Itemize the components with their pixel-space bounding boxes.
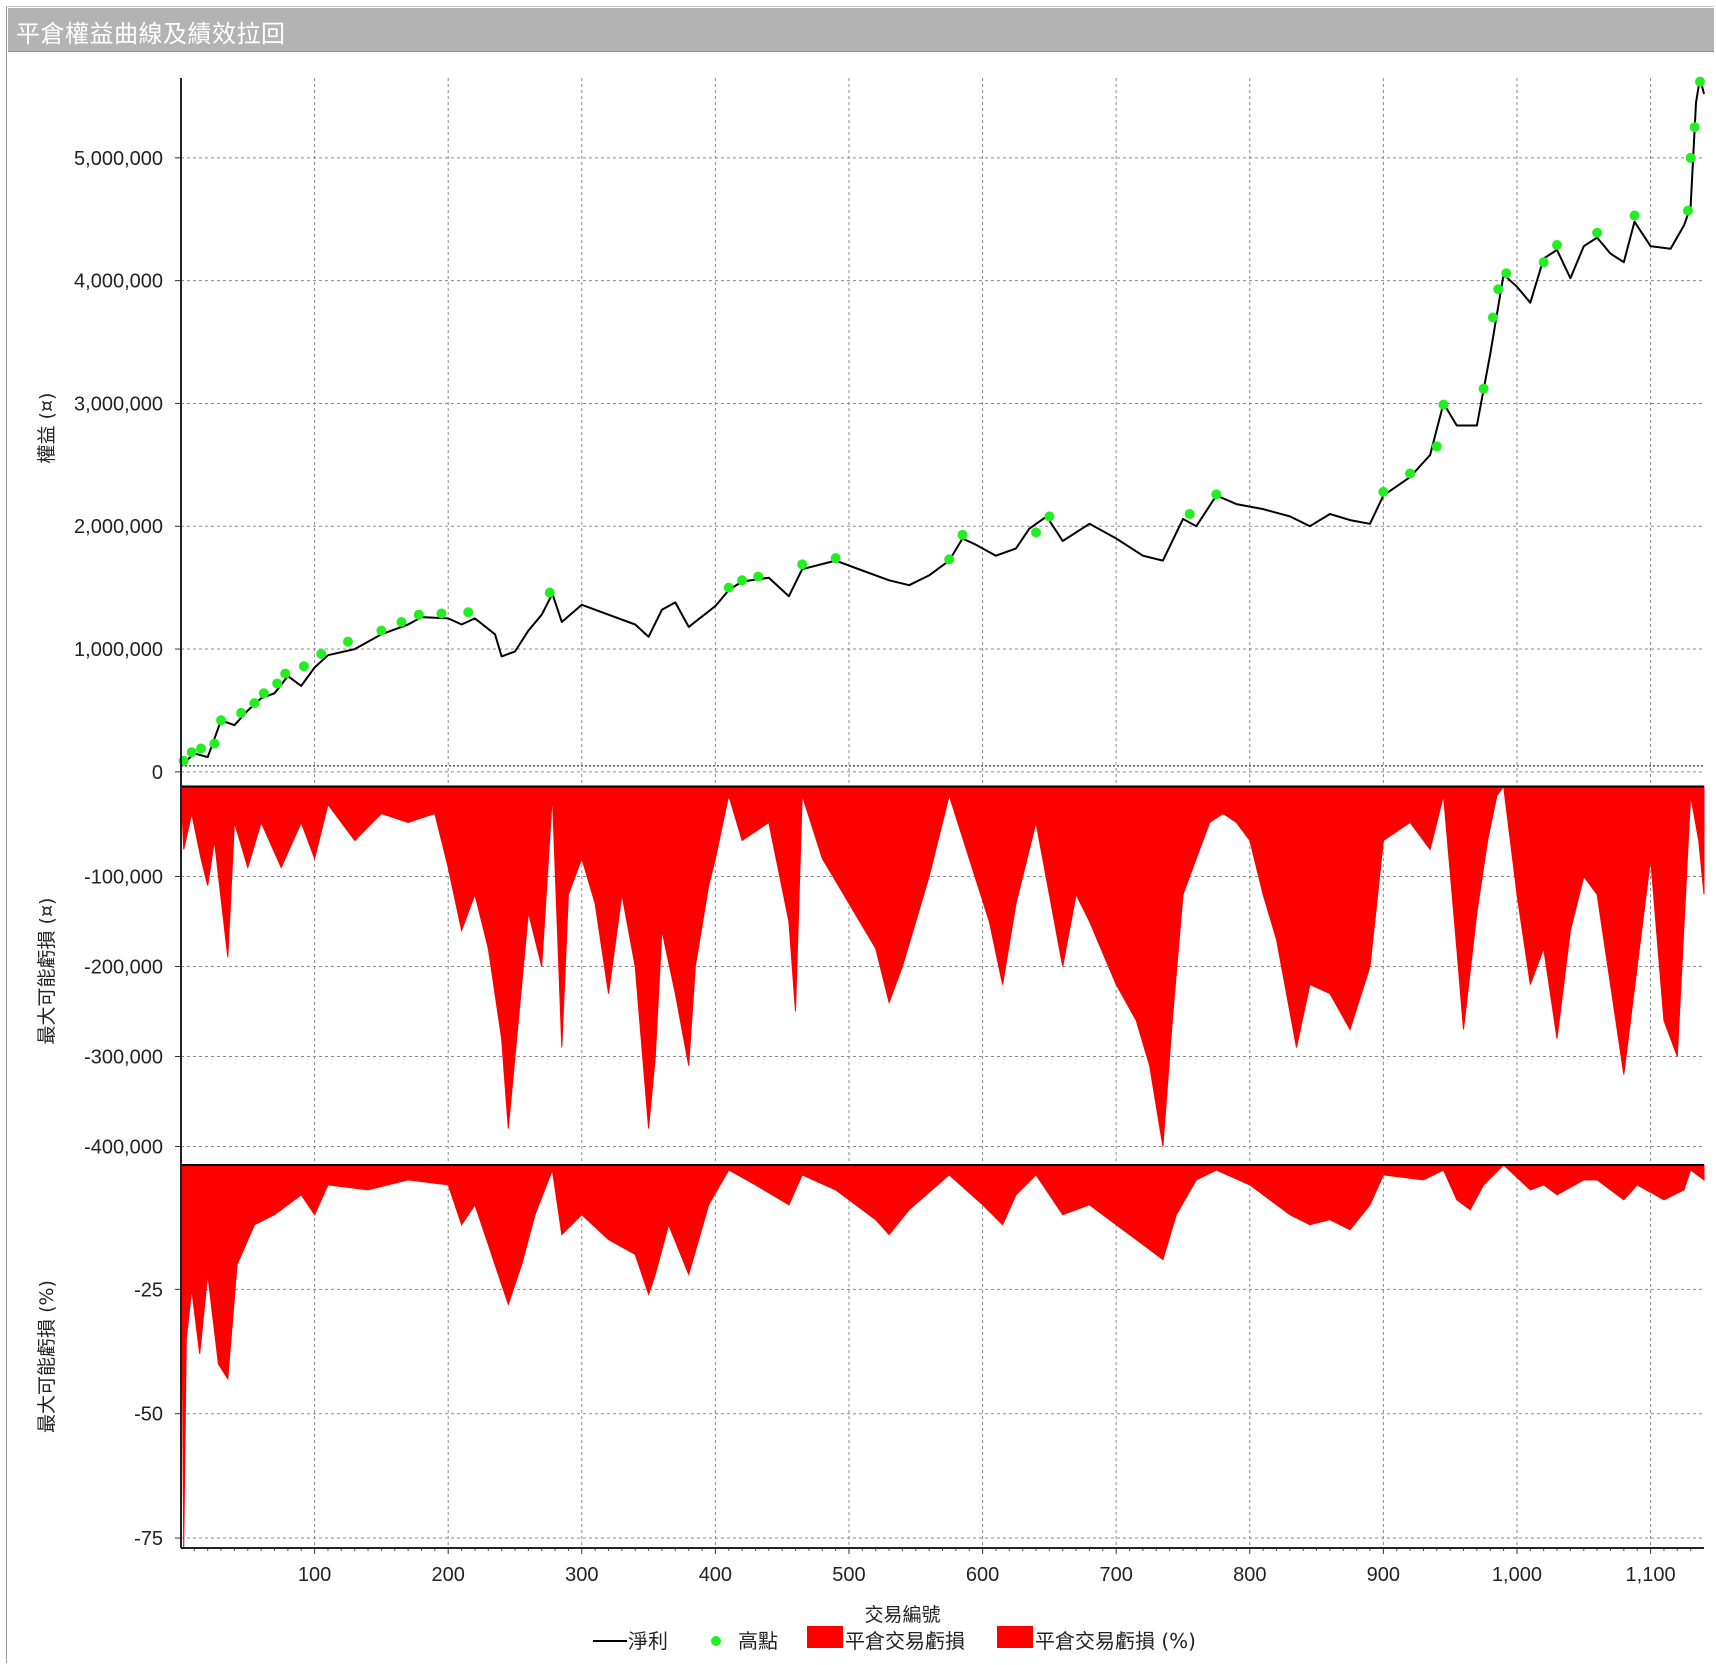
high-point-marker <box>1378 486 1389 497</box>
high-point-marker <box>272 678 283 689</box>
high-point-marker <box>1044 511 1055 522</box>
y-tick-label: -25 <box>134 1279 163 1301</box>
high-point-marker <box>1694 76 1705 87</box>
y-axis-title: 權益 (¤) <box>36 393 58 464</box>
x-tick-label: 200 <box>432 1564 465 1586</box>
y-tick-label: -200,000 <box>84 957 163 979</box>
high-point-marker <box>413 609 424 620</box>
legend-box-icon <box>807 1626 843 1648</box>
high-point-marker <box>1184 508 1195 519</box>
high-point-marker <box>1538 257 1549 268</box>
high-point-marker <box>186 747 197 758</box>
y-axis-title: 最大可能虧損 (¤) <box>36 898 58 1045</box>
high-point-marker <box>280 668 291 679</box>
x-tick-label: 500 <box>832 1564 865 1586</box>
high-point-marker <box>342 636 353 647</box>
y-axis-title: 最大可能虧損 (%) <box>36 1280 58 1433</box>
high-point-marker <box>723 582 734 593</box>
high-point-marker <box>396 617 407 628</box>
y-tick-label: -75 <box>134 1528 163 1550</box>
legend-item-label: 淨利 <box>628 1629 668 1653</box>
high-point-marker <box>463 607 474 618</box>
legend-item-label: 高點 <box>738 1629 778 1653</box>
y-tick-label: 1,000,000 <box>74 639 163 661</box>
x-tick-label: 1,000 <box>1492 1564 1542 1586</box>
x-tick-label: 300 <box>565 1564 598 1586</box>
high-point-marker <box>944 554 955 565</box>
high-point-marker <box>1478 383 1489 394</box>
high-point-marker <box>216 715 227 726</box>
high-point-marker <box>376 625 387 636</box>
drawdown-pct-area <box>180 1164 1705 1549</box>
high-point-marker <box>797 559 808 570</box>
high-point-marker <box>1493 284 1504 295</box>
high-point-marker <box>957 529 968 540</box>
high-point-marker <box>1501 268 1512 279</box>
drawdown-area <box>180 785 1705 1147</box>
high-point-marker <box>1487 312 1498 323</box>
high-point-marker <box>249 698 260 709</box>
high-point-marker <box>1211 489 1222 500</box>
high-point-marker <box>1552 240 1563 251</box>
high-point-marker <box>236 707 247 718</box>
high-point-marker <box>1629 210 1640 221</box>
high-point-marker <box>316 648 327 659</box>
high-point-marker <box>1682 205 1693 216</box>
x-tick-label: 900 <box>1367 1564 1400 1586</box>
high-point-marker <box>258 688 269 699</box>
y-tick-label: 3,000,000 <box>74 393 163 415</box>
high-point-marker <box>298 661 309 672</box>
high-point-marker <box>1689 122 1700 133</box>
x-tick-label: 700 <box>1099 1564 1132 1586</box>
high-point-marker <box>1405 468 1416 479</box>
x-axis-title: 交易編號 <box>864 1604 940 1626</box>
y-tick-label: 2,000,000 <box>74 516 163 538</box>
series-line-net-profit <box>180 77 1705 767</box>
high-point-marker <box>1431 441 1442 452</box>
legend-item-label: 平倉交易虧損 (%) <box>1035 1629 1196 1653</box>
legend: 淨利 高點 平倉交易虧損 平倉交易虧損 (%) <box>593 1626 1196 1653</box>
y-tick-label: -50 <box>134 1404 163 1426</box>
y-tick-label: 0 <box>152 762 163 784</box>
legend-dot-icon <box>711 1636 721 1646</box>
high-point-marker <box>544 587 555 598</box>
y-tick-label: -100,000 <box>84 867 163 889</box>
high-point-marker <box>737 575 748 586</box>
x-tick-label: 400 <box>699 1564 732 1586</box>
window-title: 平倉權益曲線及績效拉回 <box>16 20 286 48</box>
high-point-marker <box>436 608 447 619</box>
high-point-marker <box>1685 152 1696 163</box>
high-point-marker <box>196 743 207 754</box>
x-tick-label: 800 <box>1233 1564 1266 1586</box>
legend-box-icon <box>997 1626 1033 1648</box>
legend-item-label: 平倉交易虧損 <box>845 1629 965 1653</box>
y-tick-label: 5,000,000 <box>74 148 163 170</box>
title-bar: 平倉權益曲線及績效拉回 <box>8 8 1714 52</box>
x-tick-label: 100 <box>298 1564 331 1586</box>
y-tick-label: 4,000,000 <box>74 271 163 293</box>
y-tick-label: -300,000 <box>84 1047 163 1069</box>
high-point-marker <box>1031 527 1042 538</box>
x-tick-label: 1,100 <box>1626 1564 1676 1586</box>
window-frame <box>6 6 1714 1663</box>
high-point-marker <box>830 553 841 564</box>
x-tick-label: 600 <box>966 1564 999 1586</box>
y-tick-label: -400,000 <box>84 1137 163 1159</box>
high-point-marker <box>753 571 764 582</box>
high-point-marker <box>1592 227 1603 238</box>
high-point-marker <box>209 738 220 749</box>
high-point-marker <box>1438 399 1449 410</box>
